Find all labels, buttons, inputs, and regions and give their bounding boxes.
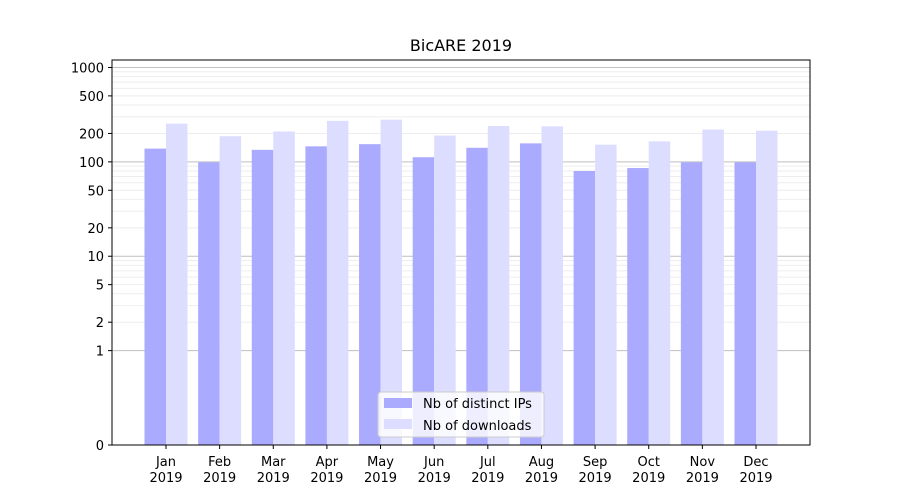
y-tick-label: 500 (79, 90, 104, 105)
bar-downloads (595, 144, 617, 445)
x-axis: Jan 2019 Feb 2019 Mar 2019 Apr 2019 May 2019 Jun 20… (149, 445, 773, 486)
x-tick-label: Aug 2019 (525, 455, 558, 486)
bar-distinct-ips (734, 162, 756, 445)
bar-distinct-ips (359, 144, 381, 445)
x-tick-label: Nov 2019 (686, 455, 719, 486)
bar-distinct-ips (627, 168, 649, 445)
x-tick-label: Jan 2019 (149, 455, 182, 486)
bar-downloads (487, 125, 510, 445)
x-tick-label: Jun 2019 (418, 455, 451, 486)
x-tick-label: Feb 2019 (203, 455, 236, 486)
y-tick-label: 1 (96, 345, 104, 360)
bar-downloads (166, 123, 188, 445)
x-tick-label: Dec 2019 (739, 455, 772, 486)
legend-label-downloads: Nb of downloads (423, 419, 532, 434)
y-tick-label: 2 (96, 316, 104, 331)
x-tick-label: Jul 2019 (471, 455, 504, 486)
x-tick-label: Sep 2019 (579, 455, 612, 486)
chart-title: BicARE 2019 (410, 36, 512, 55)
bars (144, 119, 778, 446)
bar-downloads (648, 141, 671, 446)
plot-area-frame (111, 59, 811, 446)
y-tick-label: 10 (87, 250, 104, 265)
x-tick-label: May 2019 (364, 455, 397, 486)
bar-downloads (434, 135, 456, 445)
bar-downloads (756, 130, 778, 446)
bar-distinct-ips (519, 143, 542, 445)
y-axis: 0 1 2 5 10 20 50 100 200 500 1000 (71, 61, 112, 454)
y-tick-label: 200 (79, 127, 104, 142)
y-tick-label: 20 (87, 222, 104, 237)
bar-downloads (541, 126, 563, 445)
bar-distinct-ips (466, 147, 488, 445)
bar-downloads (702, 129, 724, 446)
bar-downloads (380, 119, 403, 445)
bar-distinct-ips (305, 146, 327, 445)
bar-downloads (219, 136, 242, 446)
legend: Nb of distinct IPs Nb of downloads (377, 391, 545, 438)
x-tick-label: Oct 2019 (632, 455, 665, 486)
bar-distinct-ips (144, 148, 166, 445)
x-tick-label: Mar 2019 (257, 455, 290, 486)
bar-distinct-ips (680, 162, 703, 445)
y-tick-label: 0 (96, 439, 104, 454)
bar-distinct-ips (573, 171, 596, 446)
y-tick-label: 5 (96, 279, 104, 294)
legend-label-distinct-ips: Nb of distinct IPs (423, 397, 532, 412)
legend-frame (377, 391, 545, 438)
bar-distinct-ips (412, 157, 435, 446)
bar-downloads (273, 131, 295, 445)
legend-swatch-distinct-ips (384, 398, 412, 408)
legend-swatch-downloads (384, 419, 412, 429)
x-tick-label: Apr 2019 (310, 455, 343, 486)
y-tick-label: 1000 (71, 61, 104, 76)
bar-distinct-ips (198, 162, 220, 445)
bar-distinct-ips (251, 149, 274, 445)
y-tick-label: 50 (87, 184, 104, 199)
y-tick-label: 100 (79, 156, 104, 171)
bar-downloads (326, 120, 349, 445)
